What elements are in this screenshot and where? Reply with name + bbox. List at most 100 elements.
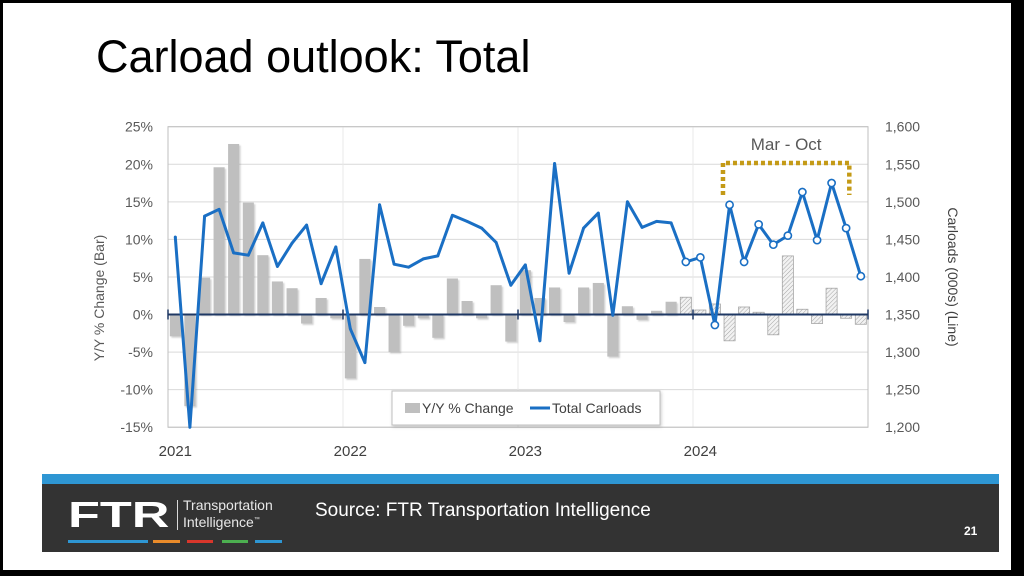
bar	[359, 258, 371, 315]
line-point	[465, 219, 469, 223]
bar	[374, 307, 386, 315]
line-point	[436, 254, 440, 258]
bar-forecast	[738, 306, 751, 315]
line-point	[567, 271, 571, 275]
y-right-tick-label: 1,300	[885, 344, 920, 360]
y-right-tick-label: 1,450	[885, 231, 920, 247]
line-point	[655, 219, 658, 223]
bar	[271, 281, 283, 315]
trademark-mark: ™	[253, 517, 260, 523]
line-point	[203, 214, 206, 218]
y-left-axis-title: Y/Y % Change (Bar)	[91, 235, 107, 362]
logo-stripe	[187, 540, 213, 543]
legend: Y/Y % Change Total Carloads	[391, 390, 661, 426]
line-point	[480, 226, 483, 230]
x-tick-label: 2022	[334, 443, 367, 460]
annotation-label: Mar - Oct	[751, 135, 822, 154]
bar	[199, 277, 211, 315]
ftr-logo-wordmark: FTR	[68, 494, 170, 535]
y-right-axis-title: Carloads (000s) (Line)	[945, 207, 961, 346]
y-right-tick-label: 1,200	[885, 419, 920, 435]
y-right-tick-label: 1,350	[885, 307, 920, 323]
line-point	[217, 207, 221, 211]
bar	[592, 282, 604, 315]
y-left-tick-label: 25%	[125, 119, 153, 135]
legend-swatch-bar	[405, 403, 420, 413]
line-series-total-carloads	[173, 162, 863, 429]
y-left-tick-label: 20%	[125, 156, 153, 172]
line-point	[553, 162, 556, 165]
line-point	[407, 265, 411, 269]
line-point	[319, 282, 323, 286]
bar	[242, 202, 254, 315]
line-point	[421, 257, 425, 261]
line-marker-forecast	[681, 257, 691, 267]
line-point	[625, 200, 629, 204]
bar	[505, 314, 517, 342]
line-marker-forecast	[710, 320, 720, 330]
logo-stripe	[68, 540, 148, 543]
bar	[286, 288, 298, 315]
bars-actual	[169, 143, 677, 407]
bar	[461, 300, 473, 315]
line-point	[261, 221, 265, 225]
logo-divider	[177, 500, 178, 530]
line-point	[305, 223, 308, 227]
y-left-tick-label: 15%	[125, 194, 153, 210]
bar-forecast	[679, 296, 692, 315]
bar	[184, 314, 196, 407]
bar	[330, 314, 342, 319]
bar-forecast	[767, 314, 780, 336]
x-tick-label: 2024	[684, 443, 717, 460]
y-left-tick-label: -10%	[120, 382, 153, 398]
y-right-tick-label: 1,250	[885, 382, 920, 398]
line-marker-forecast	[841, 223, 851, 233]
page-number: 21	[964, 524, 978, 538]
bar-series-yy-change	[169, 143, 867, 407]
line-point	[188, 425, 192, 429]
line-point	[611, 313, 615, 317]
bar	[213, 167, 225, 315]
bar	[621, 306, 633, 315]
bar	[607, 314, 619, 357]
line-point	[392, 262, 396, 266]
line-point	[669, 221, 673, 225]
line-points	[173, 162, 866, 429]
source-note: Source: FTR Transportation Intelligence	[315, 500, 651, 521]
y-right-tick-label: 1,550	[885, 156, 920, 172]
y-left-tick-label: 0%	[133, 307, 153, 323]
line-point	[494, 240, 498, 244]
line-marker-forecast	[754, 219, 764, 229]
bar	[519, 270, 531, 315]
carload-combo-chart: -15% -10% -5% 0% 5% 10% 15% 20% 25% 1,200 1,250 1,3…	[91, 119, 961, 460]
line-point	[173, 235, 177, 239]
bar	[490, 285, 502, 315]
legend-box	[391, 390, 661, 426]
line-point	[538, 339, 542, 343]
line-marker-forecast	[827, 178, 836, 188]
y-left-tick-label: 10%	[125, 231, 153, 247]
bar-forecast	[811, 314, 824, 324]
y-right-tick-label: 1,600	[885, 119, 920, 135]
bar	[257, 255, 269, 315]
y-left-tick-label: 5%	[133, 269, 153, 285]
bar	[169, 314, 181, 337]
line-marker-forecast	[695, 253, 705, 262]
y-right-tick-label: 1,500	[885, 194, 920, 210]
bar	[417, 314, 429, 319]
bar-forecast	[825, 287, 838, 315]
bar	[315, 297, 327, 315]
line-point	[378, 203, 381, 207]
line-marker-forecast	[797, 187, 807, 197]
legend-label-total-carloads: Total Carloads	[552, 400, 642, 416]
bar	[651, 310, 663, 315]
footer-accent-bar	[42, 474, 999, 484]
line-point	[232, 251, 236, 255]
bar-forecast	[854, 314, 867, 325]
line-marker-forecast	[812, 235, 822, 245]
x-tick-label: 2021	[159, 443, 192, 460]
annotation-bracket	[720, 160, 852, 195]
bar	[388, 314, 400, 353]
bar	[432, 314, 444, 338]
plot-border	[167, 126, 869, 428]
